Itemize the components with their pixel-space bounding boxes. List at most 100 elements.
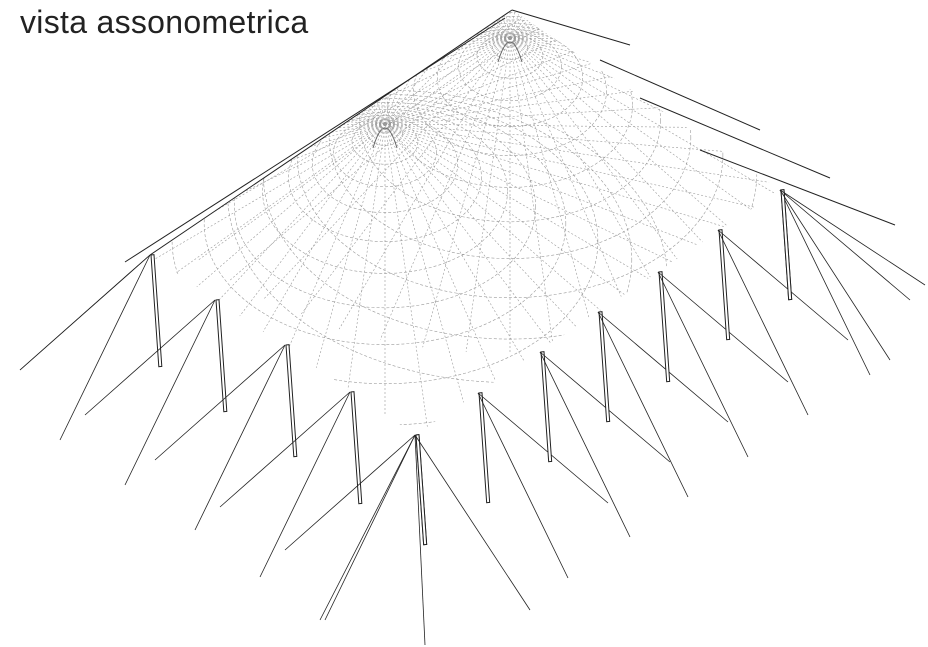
mesh-radial-line	[213, 10, 386, 125]
guy-cable	[657, 271, 749, 458]
mesh-ring	[367, 121, 403, 146]
mesh-radial-line	[150, 123, 386, 217]
guy-cable	[477, 392, 569, 579]
mesh-radial-line	[228, 37, 511, 282]
mesh-radial-line	[509, 10, 780, 39]
mesh-radial-line	[384, 99, 780, 125]
guy-cable	[84, 299, 216, 416]
mesh-radial-line	[150, 37, 511, 213]
mesh-radial-line	[150, 37, 511, 102]
edge-cable	[149, 9, 513, 256]
guy-cable	[717, 229, 809, 416]
mesh-radial-line	[422, 10, 511, 39]
mesh-radial-line	[150, 37, 511, 160]
mesh-ring	[378, 122, 392, 132]
mesh-radial-line	[150, 70, 386, 125]
mast	[598, 311, 611, 423]
mesh-radial-line	[509, 10, 780, 39]
mesh-radial-line	[509, 37, 780, 238]
mesh-radial-line	[170, 37, 511, 238]
guy-cable	[219, 391, 351, 508]
guy-cable	[259, 391, 351, 578]
mesh-radial-line	[150, 123, 386, 188]
mesh-radial-line	[509, 37, 598, 348]
mesh-radial-line	[422, 37, 511, 348]
mesh-radial-line	[509, 10, 780, 39]
mesh-radial-line	[150, 123, 386, 324]
mesh-radial-line	[384, 70, 780, 125]
mesh-radial-line	[262, 10, 511, 39]
mesh-radial-line	[299, 37, 511, 316]
peak-cap	[372, 127, 398, 149]
mesh-radial-line	[384, 123, 633, 386]
guy-cable	[124, 299, 216, 486]
mesh-radial-line	[384, 10, 516, 125]
guy-cable	[319, 434, 416, 621]
mast	[285, 344, 298, 458]
mesh-radial-line	[150, 123, 386, 368]
edge-cable	[699, 149, 896, 226]
mesh-radial-line	[213, 123, 386, 416]
mesh-radial-line	[509, 37, 682, 330]
mesh-radial-line	[384, 123, 557, 416]
mast	[718, 229, 731, 341]
mast	[215, 299, 228, 413]
guy-cable	[414, 434, 531, 611]
mesh-radial-line	[150, 17, 386, 125]
mesh-radial-line	[509, 37, 555, 352]
mesh-radial-line	[509, 37, 780, 187]
mesh-radial-line	[384, 123, 596, 402]
mesh-radial-line	[379, 37, 511, 340]
mesh-radial-line	[509, 10, 780, 39]
mesh-radial-line	[150, 10, 511, 39]
title: vista assonometrica	[20, 4, 309, 40]
mesh-radial-line	[509, 37, 780, 282]
mast	[780, 189, 793, 301]
mesh-radial-line	[384, 123, 769, 273]
mesh-radial-line	[384, 10, 557, 125]
guy-cable	[657, 271, 789, 383]
mesh-radial-line	[150, 37, 511, 187]
mesh-radial-line	[509, 37, 780, 213]
guy-cable	[324, 434, 416, 621]
mast	[658, 271, 671, 383]
guy-cable	[597, 311, 729, 423]
mesh-ring	[387, 23, 633, 188]
mesh-ring	[227, 10, 780, 383]
mesh-radial-line	[150, 37, 511, 43]
mesh-radial-line	[384, 123, 430, 435]
mesh-radial-line	[509, 10, 780, 39]
mesh-radial-line	[254, 123, 386, 426]
mesh-ring	[171, 98, 599, 385]
mesh-radial-line	[150, 10, 386, 125]
mesh-radial-line	[174, 123, 386, 402]
edge-cable	[124, 17, 506, 263]
mesh-radial-line	[150, 10, 511, 39]
mesh-radial-line	[150, 99, 386, 125]
mesh-ring	[458, 31, 562, 102]
mesh-radial-line	[509, 10, 598, 39]
structure	[19, 9, 926, 646]
mesh-radial-line	[254, 10, 386, 125]
mesh-radial-line	[384, 10, 633, 125]
mesh-radial-line	[509, 13, 780, 39]
mesh-radial-line	[228, 10, 511, 39]
mesh-radial-line	[384, 123, 780, 246]
mesh-radial-line	[150, 123, 386, 129]
mesh-ring	[333, 117, 437, 188]
mesh-radial-line	[509, 37, 780, 73]
guy-cable	[59, 254, 151, 441]
mesh-ring	[492, 35, 528, 60]
mesh-radial-line	[174, 10, 386, 125]
guy-cable	[477, 392, 609, 504]
guy-cable	[194, 344, 286, 531]
guy-cable	[284, 434, 416, 551]
mesh-ring	[311, 114, 459, 213]
mesh-ring	[262, 109, 508, 274]
mesh-radial-line	[509, 37, 758, 300]
mesh-ring	[351, 119, 419, 165]
mesh-radial-line	[384, 123, 725, 324]
mesh-radial-line	[384, 10, 725, 125]
mesh-radial-line	[150, 123, 386, 273]
